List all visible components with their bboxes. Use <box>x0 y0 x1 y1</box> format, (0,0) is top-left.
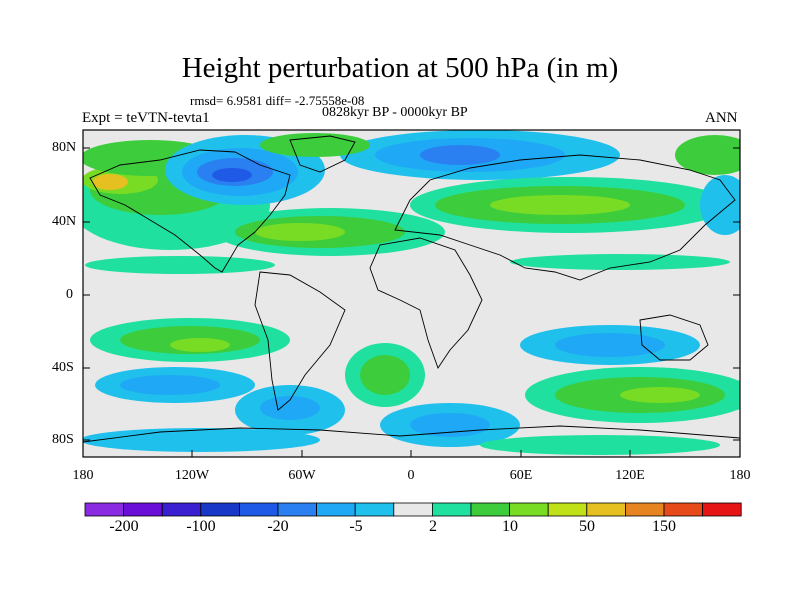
colorbar-box <box>84 502 124 517</box>
plot-title: Height perturbation at 500 hPa (in m) <box>181 52 619 84</box>
lon-label-0: 0 <box>407 468 415 483</box>
colorbar-box <box>354 502 395 517</box>
lat-label-40n: 40N <box>52 214 77 229</box>
lon-label-120e: 120E <box>615 468 645 483</box>
colorbar-box <box>431 502 472 517</box>
colorbar-box <box>316 502 356 517</box>
colorbar-box <box>123 502 163 517</box>
colorbar-box <box>277 502 317 517</box>
colorbar-box <box>161 502 202 517</box>
colorbar-label: -200 <box>109 518 139 535</box>
colorbar-box <box>547 502 588 517</box>
colorbar-box <box>625 502 665 517</box>
lat-label-80s: 80S <box>52 432 74 447</box>
colorbar-box <box>470 502 510 517</box>
stats-text: rmsd= 6.9581 diff= -2.75558e-08 <box>190 93 365 108</box>
colorbar-label: 10 <box>502 518 518 535</box>
colorbar-label: -20 <box>267 518 289 535</box>
axis-ticks <box>83 147 740 457</box>
lat-label-0: 0 <box>66 287 73 302</box>
colorbar-label: 2 <box>429 518 437 535</box>
lon-label-60e: 60E <box>509 468 533 483</box>
colorbar-box <box>702 502 742 517</box>
lon-label-180w: 180 <box>72 468 94 483</box>
period-text: 0828kyr BP - 0000kyr BP <box>322 105 468 120</box>
lon-label-60w: 60W <box>288 468 316 483</box>
colorbar-label: 150 <box>652 518 676 535</box>
colorbar-box <box>586 502 626 517</box>
colorbar-label: 50 <box>579 518 595 535</box>
lon-label-120w: 120W <box>174 468 210 483</box>
colorbar-box <box>663 502 703 517</box>
colorbar-box <box>509 502 549 517</box>
colorbar <box>84 502 742 517</box>
map-field <box>83 130 740 457</box>
lon-label-180e: 180 <box>729 468 751 483</box>
colorbar-label: -5 <box>349 518 363 535</box>
lat-label-40s: 40S <box>52 360 74 375</box>
coastlines <box>83 135 740 443</box>
colorbar-box <box>393 502 433 517</box>
lat-label-80n: 80N <box>52 140 77 155</box>
colorbar-box <box>238 502 279 517</box>
season-label: ANN <box>705 110 738 126</box>
colorbar-box <box>200 502 240 517</box>
colorbar-label: -100 <box>186 518 216 535</box>
experiment-label: Expt = teVTN-tevta1 <box>82 110 210 126</box>
